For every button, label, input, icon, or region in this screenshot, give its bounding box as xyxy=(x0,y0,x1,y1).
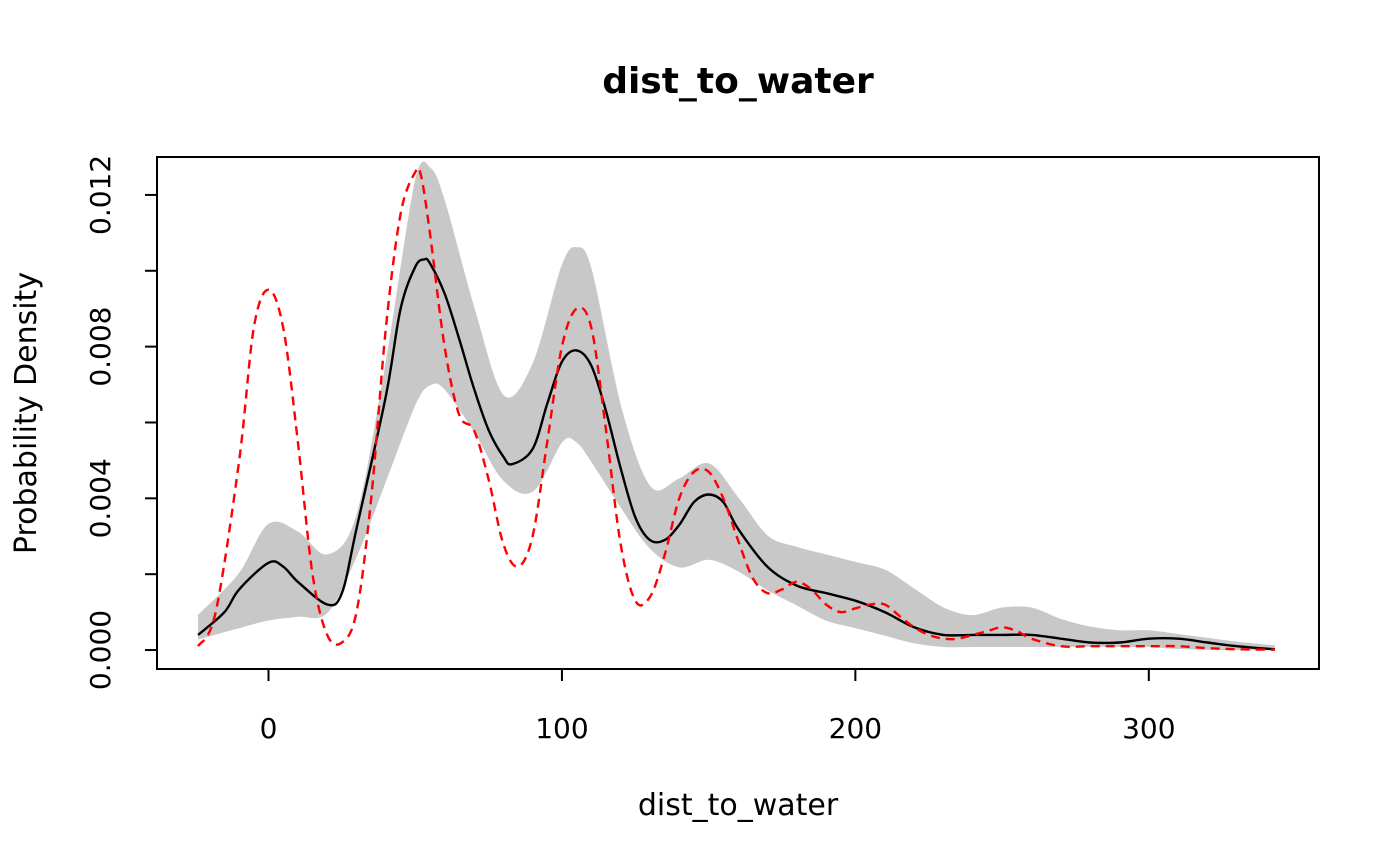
y-axis-label: Probability Density xyxy=(9,272,44,554)
x-axis: 0 100 200 300 xyxy=(260,668,1176,745)
simulated-density-band xyxy=(198,162,1276,650)
x-tick-label: 200 xyxy=(829,712,882,745)
y-tick-label: 0.004 xyxy=(84,458,117,538)
y-tick-label: 0.008 xyxy=(84,307,117,387)
y-tick-label: 0.000 xyxy=(84,610,117,690)
simulated-density-line xyxy=(197,161,1276,647)
x-axis-label: dist_to_water xyxy=(638,788,839,823)
chart-title: dist_to_water xyxy=(602,61,874,102)
x-tick-label: 0 xyxy=(260,712,278,745)
observed-density-line xyxy=(197,166,1276,651)
x-tick-label: 300 xyxy=(1122,712,1175,745)
simulated-density-line xyxy=(197,168,1276,648)
y-tick-label: 0.012 xyxy=(84,155,117,235)
y-axis: 0.000 0.004 0.008 0.012 xyxy=(84,155,158,690)
plot-area xyxy=(197,161,1276,651)
x-tick-label: 100 xyxy=(535,712,588,745)
mean-density-line xyxy=(197,257,1276,651)
